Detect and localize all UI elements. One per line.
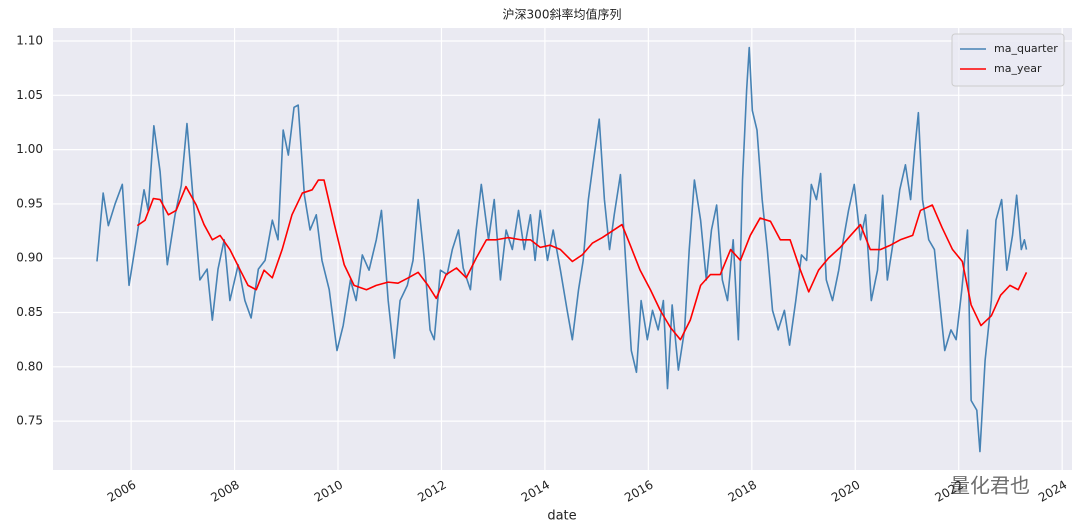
x-tick-label: 2024 xyxy=(1036,478,1069,505)
x-tick-label: 2006 xyxy=(105,478,138,505)
x-tick-label: 2018 xyxy=(726,478,759,505)
legend-box xyxy=(951,33,1065,87)
series-line xyxy=(136,179,1028,341)
x-tick-label: 2014 xyxy=(519,478,552,505)
x-tick-label: 2012 xyxy=(415,478,448,505)
x-tick-label: 2010 xyxy=(312,478,345,505)
watermark: 量化君也 xyxy=(950,474,1030,498)
grid xyxy=(53,28,1072,470)
y-tick-label: 0.90 xyxy=(16,251,43,265)
y-tick-label: 0.95 xyxy=(16,196,43,210)
marks xyxy=(96,46,1028,453)
y-tick-label: 1.05 xyxy=(16,88,43,102)
legend-label: ma_quarter xyxy=(994,42,1058,55)
y-tick-label: 1.10 xyxy=(16,34,43,48)
y-tick-label: 0.85 xyxy=(16,305,43,319)
chart-title: 沪深300斜率均值序列 xyxy=(503,7,622,22)
x-axis-label: date xyxy=(547,509,576,524)
x-tick-label: 2008 xyxy=(208,478,241,505)
y-tick-label: 1.00 xyxy=(16,142,43,156)
x-tick-label: 2020 xyxy=(829,478,862,505)
y-tick-label: 0.75 xyxy=(16,414,43,428)
plot-area xyxy=(53,28,1072,470)
legend-label: ma_year xyxy=(994,62,1042,75)
series-line xyxy=(96,46,1028,453)
y-tick-label: 0.80 xyxy=(16,359,43,373)
x-tick-label: 2016 xyxy=(622,478,655,505)
